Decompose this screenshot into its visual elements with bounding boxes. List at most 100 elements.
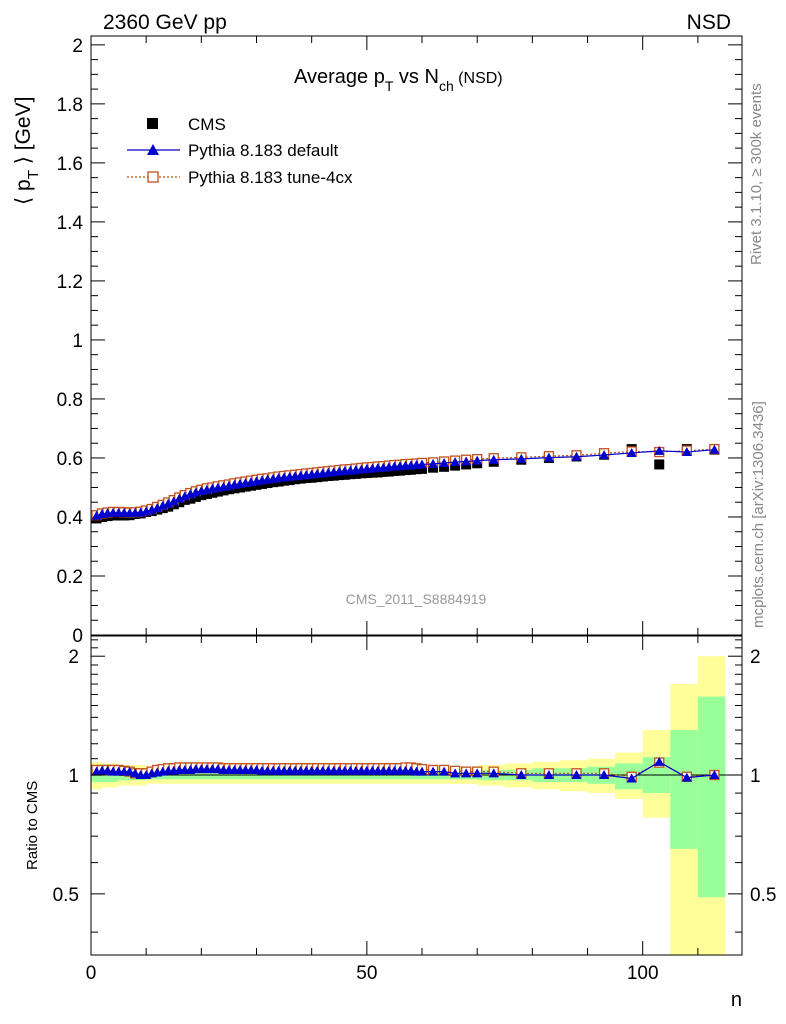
cms-inner-band	[697, 696, 726, 898]
main-ytick-label: 0.6	[57, 449, 83, 470]
cms-uncertainty-bands	[91, 656, 726, 955]
pythia-default-point	[168, 496, 179, 506]
ratio-pythia-default-point	[488, 768, 499, 778]
cms-point	[207, 487, 218, 498]
pythia-default-point	[599, 450, 610, 460]
pythia-default-point	[654, 445, 665, 455]
cms-point	[389, 465, 400, 476]
ratio-pythia-default-point	[450, 768, 461, 778]
ratio-pythia-default-point	[439, 766, 450, 776]
ratio-pythia-default-point	[516, 770, 527, 780]
pythia-default-point	[543, 452, 554, 462]
main-ytick-label: 1.2	[57, 272, 83, 293]
main-x-ticks	[90, 36, 699, 635]
ratio-pythia-default-point	[709, 770, 720, 780]
cms-point	[394, 465, 405, 476]
legend-label-pythia-tune: Pythia 8.183 tune-4cx	[188, 168, 353, 187]
cms-inner-band	[670, 730, 698, 849]
mcplots-label: mcplots.cern.ch [arXiv:1306.3436]	[750, 401, 767, 628]
main-y-axis-label: ⟨ pT ⟩ [GeV]	[12, 97, 42, 205]
x-tick-label: 0	[86, 963, 97, 984]
ratio-pythia-default-point	[130, 768, 141, 778]
ratio-pythia-default-point	[599, 770, 610, 780]
main-frame	[90, 35, 743, 636]
ratio-pythia-default-point	[124, 766, 135, 776]
ratio-y-axis: 0.5 0.5 1 1 2 2	[53, 639, 776, 933]
pythia-default-point	[571, 451, 582, 461]
ratio-pythia-default-point	[428, 766, 439, 776]
cms-point	[383, 466, 394, 477]
main-ytick-label: 1.4	[57, 213, 84, 234]
ratio-pythia-default-series	[91, 756, 720, 783]
x-axis-label: n	[731, 989, 742, 1011]
cms-point	[201, 488, 212, 499]
pythia-default-point	[709, 444, 720, 454]
ratio-pythia-default-point	[417, 766, 428, 776]
legend-marker-cms	[147, 118, 158, 129]
ratio-ytick-label-right: 2	[750, 647, 761, 668]
cms-point	[654, 459, 665, 470]
pythia-default-series	[91, 444, 720, 520]
ratio-pythia-default-point	[472, 768, 483, 778]
pythia-default-point	[450, 457, 461, 467]
ratio-frame	[90, 635, 743, 956]
legend: CMS Pythia 8.183 default Pythia 8.183 tu…	[127, 115, 353, 187]
legend-item-pythia-default: Pythia 8.183 default	[127, 141, 339, 160]
pythia-default-point	[417, 459, 428, 469]
ratio-ytick-label-right: 0.5	[750, 885, 776, 906]
chart-title: Average pT vs Nch (NSD)	[294, 66, 503, 94]
ratio-ytick-label: 0.5	[53, 885, 79, 906]
cms-point	[400, 465, 411, 476]
pythia-default-point	[152, 503, 163, 513]
ratio-pythia-default-point	[571, 770, 582, 780]
legend-item-cms: CMS	[147, 115, 226, 134]
pythia-default-point	[163, 498, 174, 508]
cms-point	[378, 466, 389, 477]
main-ytick-label: 1	[72, 331, 83, 352]
legend-label-cms: CMS	[188, 115, 226, 134]
pythia-default-point	[681, 447, 692, 457]
legend-marker-pythia-tune	[147, 171, 159, 183]
rivet-label: Rivet 3.1.10, ≥ 300k events	[748, 83, 765, 265]
cms-point	[196, 490, 207, 501]
pythia-default-point	[461, 456, 472, 466]
main-ytick-label: 1.6	[57, 154, 83, 175]
pythia-default-point	[488, 454, 499, 464]
cms-point	[372, 467, 383, 478]
ratio-x-axis: 0 50 100	[86, 636, 699, 984]
pythia-default-point	[516, 453, 527, 463]
main-panel: 0 0.2 0.4 0.6 0.8 1 1.2 1.4 1.6 1.8 2 Average pT v…	[12, 35, 743, 647]
cms-point	[361, 468, 372, 479]
ratio-pythia-default-point	[654, 756, 665, 766]
pythia-default-point	[428, 458, 439, 468]
main-ytick-label: 0.8	[57, 390, 83, 411]
analysis-watermark: CMS_2011_S8884919	[346, 591, 487, 607]
pythia-tune-series	[91, 443, 720, 521]
main-ytick-label: 2	[72, 36, 83, 57]
pythia-default-point	[472, 455, 483, 465]
ratio-panel: 0.5 0.5 1 1 2 2 0 50 100 Ratio to CMS n	[24, 635, 776, 1011]
cms-point	[190, 491, 201, 502]
ratio-pythia-default-point	[461, 768, 472, 778]
main-y-axis: 0 0.2 0.4 0.6 0.8 1 1.2 1.4 1.6 1.8 2	[57, 36, 742, 647]
main-ytick-label: 1.8	[57, 95, 83, 116]
header-right-label: NSD	[687, 11, 731, 34]
cms-point	[367, 467, 378, 478]
pythia-default-point	[174, 493, 185, 503]
legend-marker-pythia-default	[147, 144, 159, 155]
main-ytick-label: 0.2	[57, 567, 83, 588]
ratio-ytick-label: 1	[68, 766, 79, 787]
ratio-pythia-default-point	[543, 770, 554, 780]
ratio-ytick-label: 2	[68, 647, 79, 668]
cms-point	[417, 463, 428, 474]
x-tick-label: 100	[627, 963, 659, 984]
legend-label-pythia-default: Pythia 8.183 default	[188, 141, 339, 160]
pythia-default-point	[439, 457, 450, 467]
ratio-ytick-label-right: 1	[750, 766, 761, 787]
x-tick-label: 50	[356, 963, 377, 984]
cms-point	[405, 464, 416, 475]
ratio-pythia-default-point	[626, 773, 637, 783]
cms-point	[411, 464, 422, 475]
ratio-y-axis-label: Ratio to CMS	[24, 781, 41, 870]
